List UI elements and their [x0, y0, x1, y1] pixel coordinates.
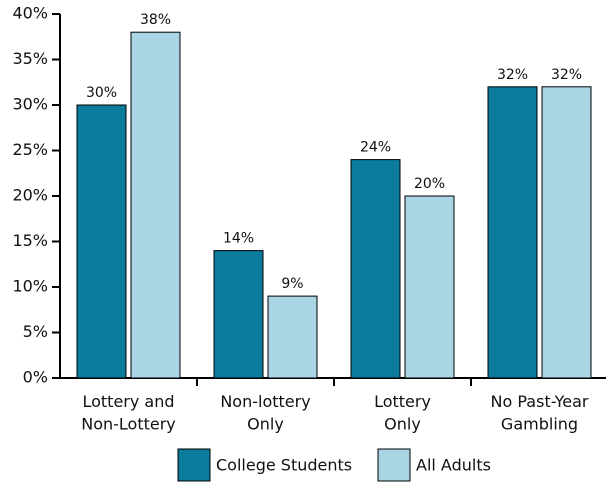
x-tick-label: Lottery Only [374, 392, 431, 433]
y-tick-label: 20% [12, 186, 48, 205]
y-tick-label: 0% [23, 368, 48, 387]
y-tick-label: 40% [12, 4, 48, 23]
bar [76, 104, 127, 379]
value-label: 32% [497, 67, 528, 83]
value-label: 30% [86, 85, 117, 101]
legend-label: College Students [216, 456, 352, 475]
legend-swatch [377, 448, 411, 482]
x-tick-label: No Past-Year Gambling [491, 392, 589, 433]
legend-label: All Adults [416, 456, 491, 475]
bar [267, 295, 318, 379]
value-label: 38% [140, 12, 171, 28]
value-label: 20% [414, 176, 445, 192]
bar [404, 195, 455, 379]
bar [130, 31, 181, 379]
value-label: 32% [551, 67, 582, 83]
legend-swatch [177, 448, 211, 482]
bar [487, 86, 538, 379]
y-tick-label: 30% [12, 95, 48, 114]
bar [213, 250, 264, 379]
bar [350, 159, 401, 379]
x-tick-label: Lottery and Non-Lottery [81, 392, 176, 433]
y-tick-label: 25% [12, 140, 48, 159]
value-label: 24% [360, 140, 391, 156]
value-label: 9% [281, 276, 303, 292]
y-tick-label: 10% [12, 277, 48, 296]
value-label: 14% [223, 231, 254, 247]
y-tick-label: 15% [12, 231, 48, 250]
x-tick-label: Non-lottery Only [220, 392, 310, 433]
y-tick-label: 5% [23, 322, 48, 341]
y-tick-label: 35% [12, 49, 48, 68]
bar [541, 86, 592, 379]
